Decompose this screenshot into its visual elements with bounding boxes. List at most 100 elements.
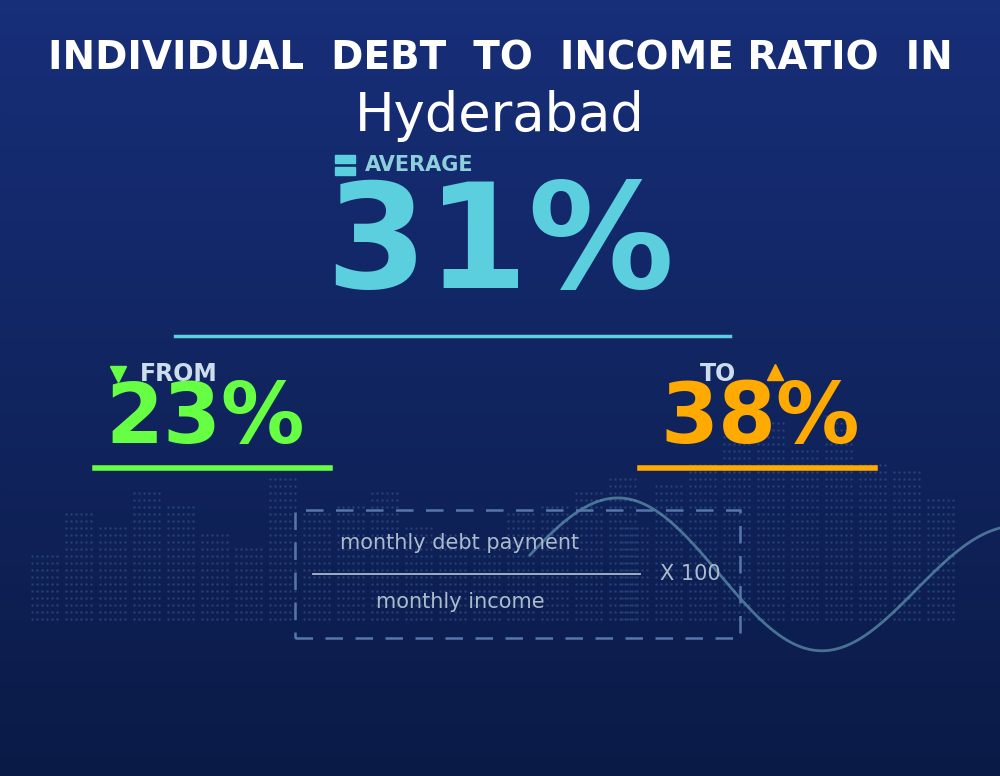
Text: TO: TO — [700, 362, 736, 386]
Bar — [0, 154, 1000, 159]
Bar — [0, 317, 1000, 322]
Bar — [0, 255, 1000, 260]
Bar — [0, 112, 1000, 116]
Bar — [0, 616, 1000, 621]
Text: AVERAGE: AVERAGE — [365, 155, 474, 175]
Bar — [0, 721, 1000, 726]
Bar — [0, 756, 1000, 760]
Bar — [0, 73, 1000, 78]
Bar — [0, 558, 1000, 563]
Bar — [0, 581, 1000, 586]
Text: 31%: 31% — [325, 178, 675, 318]
Bar — [0, 0, 1000, 4]
Bar — [0, 23, 1000, 27]
Bar — [0, 85, 1000, 89]
Bar — [0, 733, 1000, 737]
Bar — [0, 403, 1000, 407]
Bar — [0, 139, 1000, 144]
Bar — [0, 445, 1000, 450]
Bar — [0, 364, 1000, 369]
Bar — [0, 42, 1000, 47]
Bar — [0, 65, 1000, 70]
Bar — [0, 279, 1000, 283]
Bar — [0, 325, 1000, 330]
Bar — [0, 480, 1000, 485]
Bar — [0, 92, 1000, 97]
Bar — [0, 562, 1000, 566]
Bar — [0, 752, 1000, 757]
Bar — [0, 531, 1000, 535]
Bar — [0, 7, 1000, 12]
Bar — [0, 34, 1000, 39]
Bar — [0, 100, 1000, 105]
Bar — [295, 510, 740, 638]
Bar — [0, 306, 1000, 310]
Bar — [0, 682, 1000, 687]
Bar — [0, 333, 1000, 338]
Bar — [0, 430, 1000, 435]
Bar — [0, 612, 1000, 617]
Bar — [0, 764, 1000, 768]
Bar — [0, 54, 1000, 58]
Bar — [0, 69, 1000, 74]
Bar — [0, 605, 1000, 609]
Bar — [0, 492, 1000, 497]
Bar — [0, 624, 1000, 629]
Bar — [0, 698, 1000, 702]
Bar — [0, 282, 1000, 287]
Bar — [0, 670, 1000, 675]
Bar — [0, 771, 1000, 776]
Bar — [0, 469, 1000, 473]
Text: monthly debt payment: monthly debt payment — [340, 533, 580, 553]
Bar — [0, 3, 1000, 8]
Bar — [0, 158, 1000, 163]
Bar — [0, 519, 1000, 524]
Bar — [0, 407, 1000, 411]
Bar — [0, 674, 1000, 679]
Bar — [0, 135, 1000, 140]
Bar — [0, 496, 1000, 501]
Bar — [0, 476, 1000, 481]
Bar — [0, 647, 1000, 652]
Bar — [0, 348, 1000, 353]
Bar — [0, 686, 1000, 691]
Bar — [0, 290, 1000, 295]
Bar — [0, 655, 1000, 660]
Bar — [0, 639, 1000, 644]
Bar — [0, 542, 1000, 547]
Bar — [0, 11, 1000, 16]
Bar — [0, 166, 1000, 171]
Text: FROM: FROM — [140, 362, 218, 386]
Bar — [0, 19, 1000, 23]
Bar — [0, 717, 1000, 722]
Bar — [335, 167, 355, 175]
Bar — [0, 170, 1000, 175]
Bar — [0, 434, 1000, 438]
Bar — [0, 705, 1000, 710]
Bar — [0, 372, 1000, 376]
Bar — [0, 30, 1000, 35]
Bar — [0, 162, 1000, 167]
Text: INDIVIDUAL  DEBT  TO  INCOME RATIO  IN: INDIVIDUAL DEBT TO INCOME RATIO IN — [48, 39, 952, 77]
Bar — [0, 597, 1000, 601]
Bar — [0, 127, 1000, 132]
Bar — [0, 690, 1000, 695]
Bar — [0, 546, 1000, 551]
Bar — [0, 228, 1000, 233]
Bar — [0, 15, 1000, 19]
Bar — [0, 694, 1000, 698]
Bar — [0, 643, 1000, 648]
Bar — [0, 383, 1000, 388]
Bar — [0, 508, 1000, 512]
Bar — [0, 399, 1000, 404]
Bar — [0, 414, 1000, 419]
Bar — [0, 566, 1000, 570]
Bar — [0, 368, 1000, 372]
Bar — [0, 61, 1000, 66]
Bar — [0, 248, 1000, 252]
Bar — [0, 550, 1000, 555]
Bar — [0, 116, 1000, 120]
Bar — [0, 147, 1000, 151]
Bar — [0, 96, 1000, 101]
Bar — [0, 143, 1000, 147]
